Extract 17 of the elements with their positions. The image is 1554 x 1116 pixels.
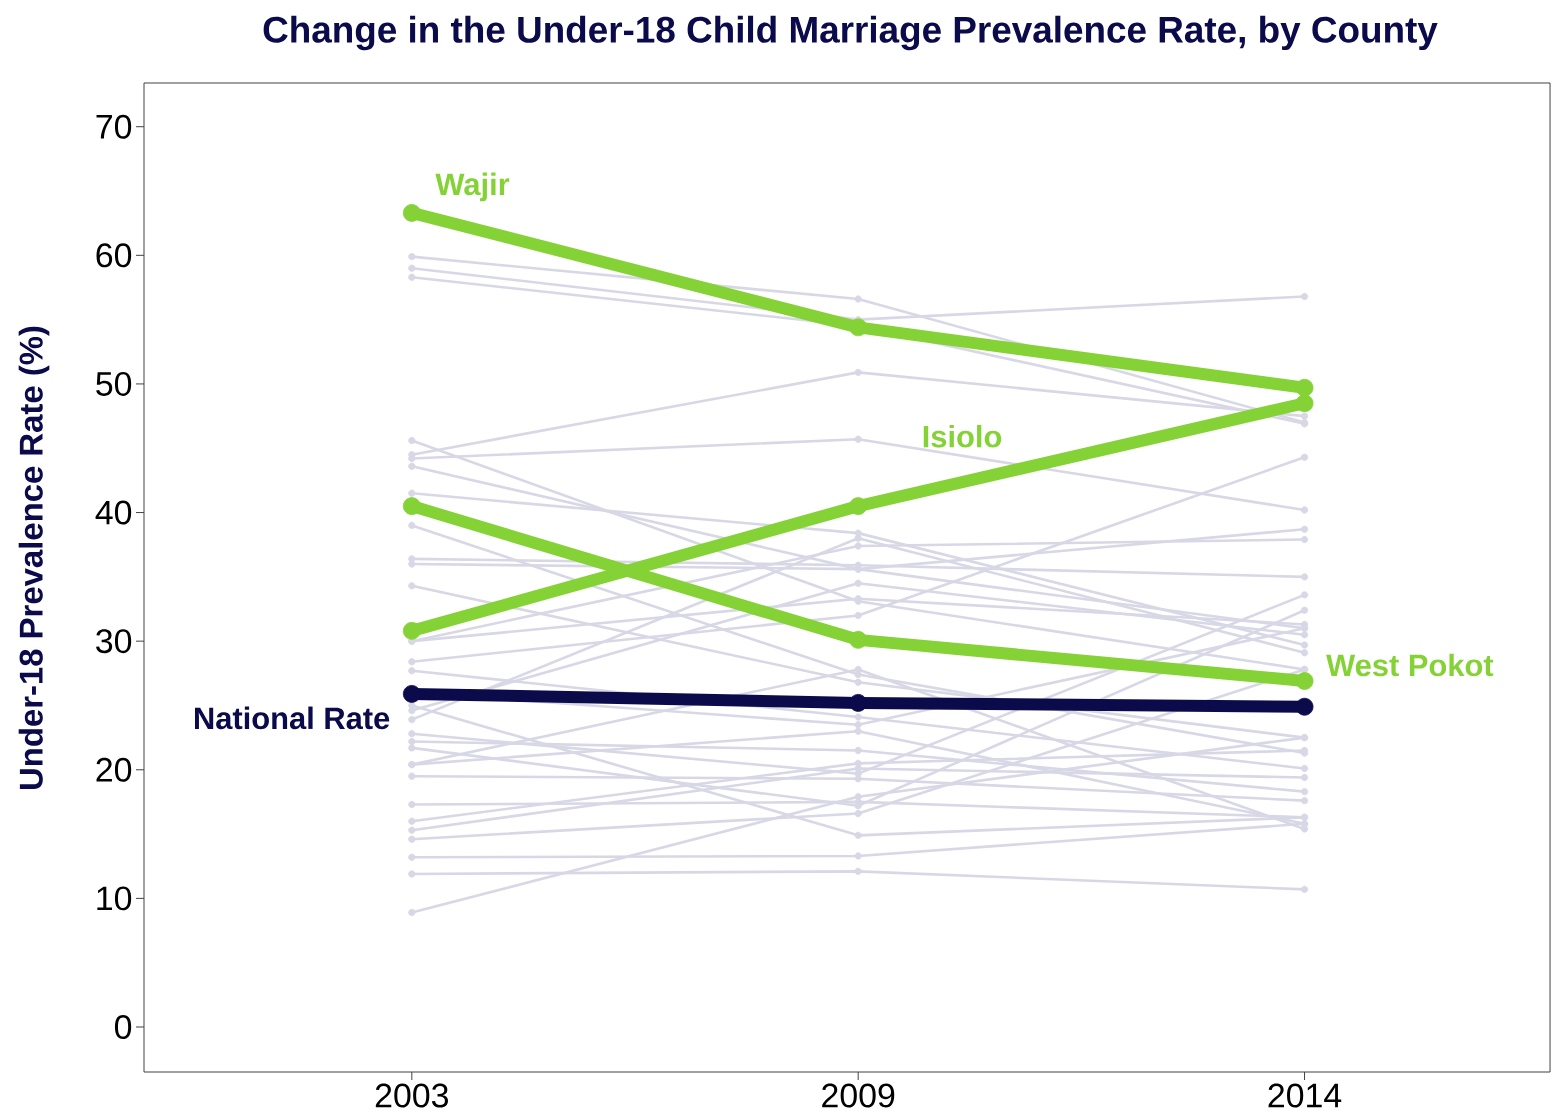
y-tick-label: 10 [97, 886, 132, 911]
y-tick-label: 50 [96, 371, 132, 396]
y-tick-label: 40 [95, 500, 132, 525]
series-label: Wajir [435, 172, 510, 202]
y-tick-label: 0 [114, 1014, 132, 1039]
y-tick-label: 20 [96, 757, 132, 782]
y-tick-label: 70 [96, 114, 132, 139]
x-tick-label: 2003 [375, 1083, 448, 1108]
chart-title: Change in the Under-18 Child Marriage Prevalence Rate, by County [263, 15, 1438, 51]
series-label: Isiolo [923, 424, 1002, 448]
y-axis-title: Under-18 Prevalence Rate (%) [18, 326, 50, 789]
series-label: National Rate [195, 706, 390, 730]
x-tick-label: 2009 [822, 1083, 895, 1108]
y-tick-label: 60 [96, 243, 132, 268]
series-label: West Pokot [1326, 653, 1494, 677]
y-tick-label: 30 [96, 629, 132, 654]
x-tick-label: 2014 [1268, 1083, 1342, 1108]
